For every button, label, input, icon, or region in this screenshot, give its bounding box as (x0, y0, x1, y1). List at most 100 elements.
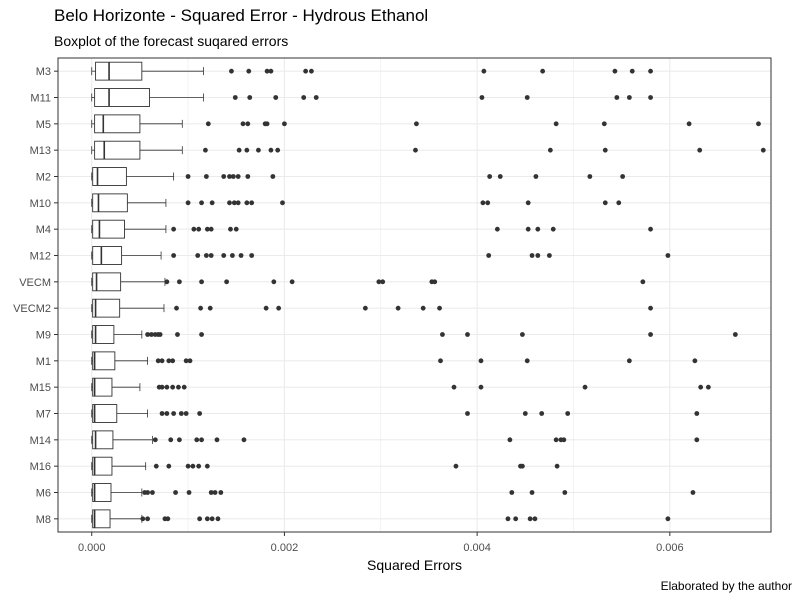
outlier-point (166, 463, 172, 469)
outlier-point (205, 121, 211, 127)
outlier-point (203, 253, 209, 258)
box-iqr (92, 219, 125, 239)
y-tick-label: M4 (36, 224, 51, 236)
outlier-point (565, 411, 571, 416)
box-iqr (92, 404, 118, 423)
outlier-point (626, 95, 632, 100)
x-tick-label: 0.002 (271, 542, 299, 554)
box-m16 (91, 456, 560, 476)
outlier-point (697, 147, 703, 153)
outlier-point (197, 516, 203, 522)
outlier-point (185, 463, 191, 469)
box-iqr (92, 509, 111, 529)
outlier-point (648, 332, 653, 337)
outlier-point (221, 174, 227, 179)
outlier-point (247, 95, 253, 100)
outlier-point (173, 490, 178, 495)
box-m10 (91, 193, 622, 213)
outlier-point (176, 384, 181, 390)
outlier-point (263, 305, 269, 311)
outlier-point (199, 437, 204, 443)
outlier-point (145, 516, 151, 522)
outlier-point (665, 253, 671, 258)
outlier-point (535, 226, 541, 232)
box-iqr (92, 483, 112, 502)
outlier-point (648, 226, 653, 232)
outlier-point (271, 279, 277, 285)
outlier-point (236, 147, 242, 153)
outlier-point (149, 332, 154, 337)
outlier-point (221, 253, 227, 258)
outlier-point (208, 253, 214, 258)
outlier-point (451, 384, 457, 390)
box-iqr (92, 430, 114, 450)
outlier-point (165, 516, 171, 522)
outlier-point (229, 68, 234, 74)
outlier-point (665, 516, 671, 522)
outlier-point (465, 332, 470, 337)
y-tick-label: M7 (36, 409, 51, 421)
box-m9 (91, 325, 738, 344)
box-iqr (92, 325, 115, 344)
outlier-point (215, 516, 221, 522)
outlier-point (527, 516, 533, 522)
outlier-point (196, 463, 202, 469)
box-vecm (91, 272, 646, 292)
outlier-point (686, 121, 692, 127)
outlier-point (249, 200, 255, 206)
outlier-point (227, 174, 232, 179)
y-tick-label: M1 (36, 356, 51, 368)
outlier-point (185, 200, 191, 206)
box-m2 (91, 167, 626, 186)
outlier-point (640, 279, 646, 285)
outlier-point (497, 174, 503, 179)
outlier-point (547, 147, 553, 153)
outlier-point (150, 490, 155, 495)
outlier-point (181, 384, 187, 390)
outlier-point (235, 200, 241, 206)
outlier-point (494, 226, 500, 232)
outlier-point (529, 490, 535, 495)
outlier-point (166, 358, 172, 364)
y-tick-label: M8 (36, 514, 51, 526)
outlier-point (230, 174, 236, 179)
outlier-point (533, 174, 539, 179)
outlier-point (178, 411, 184, 416)
outlier-point (175, 332, 180, 337)
outlier-point (601, 121, 607, 127)
outlier-point (145, 332, 151, 337)
outlier-point (164, 411, 170, 416)
box-m12 (91, 246, 671, 265)
y-tick-label: M6 (36, 488, 51, 500)
outlier-point (480, 200, 486, 206)
outlier-point (199, 200, 204, 206)
y-tick-label: VECM2 (13, 303, 51, 315)
outlier-point (245, 174, 251, 179)
outlier-point (420, 305, 426, 311)
outlier-point (453, 463, 459, 469)
outlier-point (204, 516, 210, 522)
y-tick-label: M10 (30, 198, 51, 210)
outlier-point (562, 490, 568, 495)
outlier-point (203, 174, 209, 179)
outlier-point (553, 437, 559, 443)
y-tick-label: VECM (19, 277, 51, 289)
outlier-point (756, 121, 761, 127)
box-iqr (92, 272, 122, 292)
y-tick-label: M13 (30, 145, 51, 157)
outlier-point (244, 147, 250, 153)
outlier-point (218, 490, 224, 495)
outlier-point (204, 226, 210, 232)
outlier-point (183, 411, 189, 416)
outlier-point (191, 226, 197, 232)
outlier-point (524, 95, 530, 100)
box-m1 (91, 351, 698, 371)
outlier-point (177, 279, 182, 285)
y-axis-ticks: M3 M11 M5 M13 M2 M10 M4 M12 VECM VECM2 M9 M1 M15 M7 M1… (13, 66, 58, 526)
outlier-point (168, 437, 174, 443)
box-vecm2 (91, 298, 653, 318)
outlier-point (380, 279, 386, 285)
y-tick-label: M5 (36, 119, 51, 131)
outlier-point (235, 174, 241, 179)
